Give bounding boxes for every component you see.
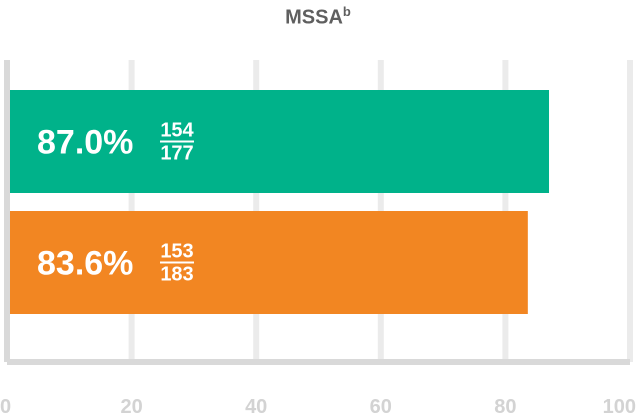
x-tick-label-20: 20	[120, 396, 142, 416]
chart-title-text: MSSA	[285, 6, 343, 29]
x-tick-label-60: 60	[370, 396, 392, 416]
chart-title-superscript: b	[342, 4, 351, 19]
bar-1-percent-label: 87.0%	[37, 124, 133, 162]
x-tick-label-40: 40	[245, 396, 267, 416]
bar-2-percent-label: 83.6%	[37, 245, 133, 283]
x-axis-ticks: 0 20 40 60 80 100	[0, 396, 636, 416]
bar-1	[10, 90, 550, 193]
x-tick-label-0: 0	[0, 396, 11, 416]
x-tick-label-80: 80	[494, 396, 516, 416]
bar-2-denominator: 183	[160, 264, 193, 286]
bar-2-numerator: 153	[160, 241, 193, 263]
bar-1-denominator: 177	[160, 143, 193, 165]
bar-2	[10, 211, 528, 314]
bar-1-numerator: 154	[160, 120, 194, 142]
x-tick-label-100: 100	[603, 396, 636, 416]
chart-title: MSSAb	[0, 4, 636, 30]
